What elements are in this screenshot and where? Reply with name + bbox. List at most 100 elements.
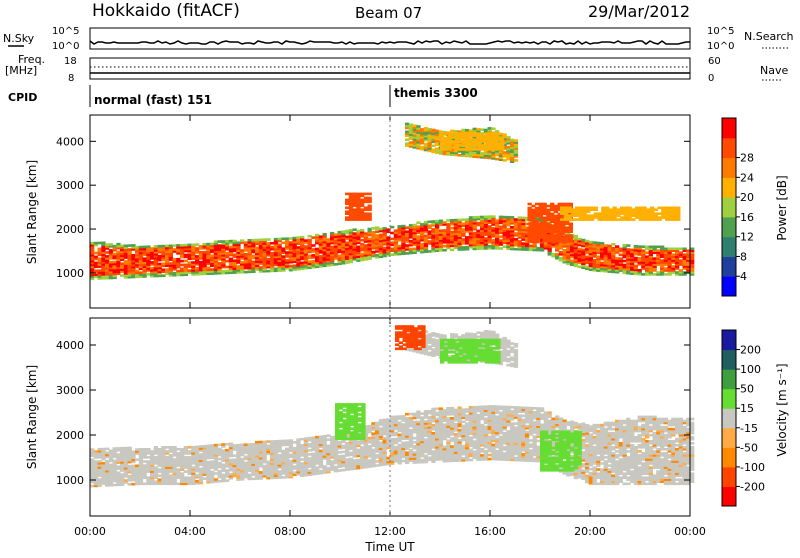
power-cell [654,212,658,215]
power-cell [176,270,180,273]
power-cell [484,216,488,219]
velocity-cell [401,442,405,445]
power-cell [450,231,454,234]
power-cell [135,270,139,273]
velocity-cell [236,444,240,447]
power-cell [465,246,469,249]
velocity-cell [311,436,315,439]
velocity-cell [116,471,120,474]
power-cell [173,244,177,247]
velocity-cell [341,469,345,472]
power-cell [311,260,315,263]
power-cell [368,205,372,208]
power-cell [568,207,572,210]
power-cell [443,221,447,224]
power-cell [499,235,503,238]
power-cell [450,227,454,230]
power-cell [300,236,304,239]
power-cell [345,207,349,210]
power-cell [641,273,645,276]
velocity-cell [98,478,102,481]
velocity-cell [285,448,289,451]
velocity-cell [240,458,244,461]
power-cell [334,263,338,266]
power-cell [214,241,218,244]
power-cell [364,193,368,196]
power-cell [546,223,550,226]
velocity-cell [266,444,270,447]
velocity-cell [323,465,327,468]
velocity-cell [113,447,117,450]
power-cell [491,239,495,242]
power-cell [113,253,117,256]
velocity-cell [176,452,180,455]
power-cell [643,207,647,210]
power-cell [514,218,518,221]
power-cell [451,132,455,135]
velocity-cell [289,439,293,442]
velocity-cell [158,448,162,451]
power-cell [364,197,368,200]
freq-tick-top: 18 [64,56,77,67]
power-cell [431,129,435,132]
velocity-cell [131,483,135,486]
power-cell [353,208,357,211]
power-cell [665,207,669,210]
power-cell [416,235,420,238]
power-cell [266,242,270,245]
power-cell [165,245,169,248]
power-cell [94,242,98,245]
power-cell [668,248,672,251]
power-cell [514,238,518,241]
power-cell [535,232,539,235]
power-cell [274,238,278,241]
power-cell [480,128,484,131]
power-cell [428,240,432,243]
velocity-cell [218,444,222,447]
power-cell [435,130,439,133]
power-cell [568,214,572,217]
power-cell [444,138,448,141]
velocity-cell [105,460,109,463]
power-cell [543,217,547,220]
power-cell [585,266,589,269]
power-cell [98,242,102,245]
velocity-cell [109,464,113,467]
velocity-cell [409,449,413,452]
power-cell [184,244,188,247]
power-cell [458,219,462,222]
velocity-cell [184,470,188,473]
power-cell [514,248,518,251]
velocity-cell [446,439,450,442]
power-cell [539,223,543,226]
power-cell [503,216,507,219]
velocity-cell [90,448,94,451]
power-cell [630,249,634,252]
velocity-cell [398,444,402,447]
power-cell [500,136,504,139]
y-tick-label: 3000 [56,179,84,192]
power-cell [620,207,624,210]
power-cell [499,239,503,242]
power-cell [364,244,368,247]
velocity-cell [188,476,192,479]
power-cell [353,228,357,231]
velocity-heatmap [90,325,694,487]
power-cell [645,246,649,249]
power-cell [244,271,248,274]
power-cell [180,264,184,267]
power-cell [480,152,484,155]
power-cell [266,238,270,241]
power-cell [154,245,158,248]
velocity-cell [281,450,285,453]
velocity-cell [398,434,402,437]
power-cell [416,225,420,228]
power-cell [476,128,480,131]
power-cell [345,210,349,213]
velocity-cell [191,466,195,469]
power-cell [443,229,447,232]
power-cell [461,246,465,249]
velocity-cell [278,454,282,457]
power-cell [639,207,643,210]
power-cell [560,218,564,221]
